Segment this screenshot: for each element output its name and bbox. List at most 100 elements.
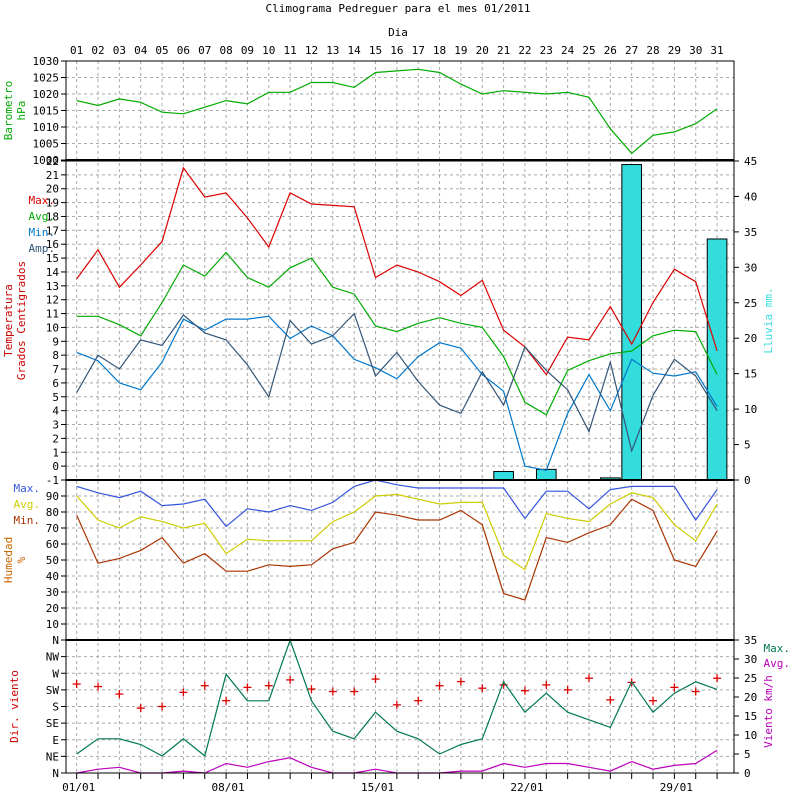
y-tick-label-humidity: 70 (46, 522, 59, 535)
day-label-04: 04 (134, 44, 148, 57)
y-tick-label-wind: NW (46, 651, 60, 664)
legend-humidity-avg: Avg. (14, 498, 41, 511)
y-tick-label-barometer: 1010 (33, 121, 60, 134)
y2-tick-label-temperature: 10 (744, 403, 757, 416)
y-tick-label-humidity: 20 (46, 602, 59, 615)
left-axis-label-temperature: Temperatura (2, 284, 15, 357)
y2-tick-label-wind: 10 (744, 729, 757, 742)
day-label-18: 18 (433, 44, 446, 57)
left-axis-label-humidity: Humedad (2, 537, 15, 583)
panel-frame-barometer (65, 60, 735, 161)
y-tick-label-temperature: 0 (52, 460, 59, 473)
y-tick-label-barometer: 1000 (33, 154, 60, 167)
day-label-06: 06 (177, 44, 190, 57)
y2-tick-label-temperature: 15 (744, 368, 757, 381)
y-tick-label-barometer: 1030 (33, 55, 60, 68)
y-tick-label-temperature: 19 (46, 197, 59, 210)
y-tick-label-temperature: 20 (46, 183, 59, 196)
series-line-humidity-hum_min (76, 498, 718, 601)
day-label-03: 03 (113, 44, 126, 57)
rain-bar (493, 470, 514, 481)
legend-wind-max: Max. (764, 642, 791, 655)
y-tick-label-temperature: 10 (46, 321, 59, 334)
y-tick-label-humidity: 60 (46, 538, 59, 551)
left-axis-label-temperature: Grados Centigrados (15, 261, 28, 380)
y-tick-label-wind: SE (46, 717, 59, 730)
day-label-24: 24 (561, 44, 575, 57)
chart-title: Climograma Pedreguer para el mes 01/2011 (266, 2, 531, 15)
y2-tick-label-wind: 30 (744, 653, 757, 666)
series-line-humidity-hum_avg (76, 492, 718, 571)
series-line-temperature-min (76, 315, 718, 471)
y2-tick-label-wind: 5 (744, 748, 751, 761)
left-axis-label-humidity: % (15, 556, 28, 563)
y2-tick-label-wind: 35 (744, 634, 757, 647)
left-axis-label-wind: Dir. viento (8, 670, 21, 743)
y2-tick-label-temperature: 25 (744, 297, 757, 310)
series-line-temperature-max_temp (76, 166, 718, 376)
day-label-02: 02 (91, 44, 104, 57)
y-tick-label-barometer: 1025 (33, 72, 60, 85)
y-tick-label-wind: S (52, 701, 59, 714)
y-tick-label-wind: SW (46, 684, 60, 697)
y-tick-label-temperature: 6 (52, 377, 59, 390)
y-tick-label-temperature: 21 (46, 169, 59, 182)
y2-tick-label-temperature: 0 (744, 474, 751, 487)
date-label-29-01: 29/01 (660, 781, 693, 794)
day-label-14: 14 (348, 44, 362, 57)
y2-tick-label-temperature: 40 (744, 190, 757, 203)
y-tick-label-temperature: 1 (52, 446, 59, 459)
legend-temperature-max: Max. (29, 194, 56, 207)
y2-tick-label-temperature: 35 (744, 226, 757, 239)
y-tick-label-temperature: 17 (46, 224, 59, 237)
top-x-axis-label: Dia (388, 26, 408, 39)
y-tick-label-temperature: 14 (46, 266, 60, 279)
y2-tick-label-wind: 0 (744, 767, 751, 780)
day-label-08: 08 (219, 44, 232, 57)
y-tick-label-humidity: 30 (46, 586, 59, 599)
y-tick-label-temperature: 4 (52, 405, 59, 418)
y-tick-label-temperature: 16 (46, 238, 59, 251)
day-label-10: 10 (262, 44, 275, 57)
legend-humidity-min: Min. (14, 514, 41, 527)
day-label-13: 13 (326, 44, 339, 57)
y-tick-label-temperature: 3 (52, 419, 59, 432)
series-line-humidity-hum_max (76, 479, 718, 528)
y-tick-label-wind: E (52, 734, 59, 747)
day-label-20: 20 (476, 44, 489, 57)
y-tick-label-temperature: 8 (52, 349, 59, 362)
y-tick-label-wind: N (52, 634, 59, 647)
legend-temperature-avg: Avg. (29, 210, 56, 223)
right-axis-label-wind: Viento km/h (762, 675, 775, 748)
legend-temperature-min: Min. (29, 226, 56, 239)
y-tick-label-barometer: 1015 (33, 105, 60, 118)
date-label-01-01: 01/01 (62, 781, 95, 794)
legend-humidity-max: Max. (14, 482, 41, 495)
y-tick-label-temperature: 22 (46, 155, 59, 168)
day-label-31: 31 (710, 44, 723, 57)
y-tick-label-humidity: 90 (46, 490, 59, 503)
y-tick-label-temperature: 18 (46, 210, 59, 223)
y2-tick-label-wind: 15 (744, 710, 757, 723)
y-tick-label-barometer: 1020 (33, 88, 60, 101)
y2-tick-label-temperature: 20 (744, 332, 757, 345)
day-label-19: 19 (454, 44, 467, 57)
day-label-16: 16 (390, 44, 403, 57)
day-label-07: 07 (198, 44, 211, 57)
day-label-28: 28 (646, 44, 659, 57)
day-label-30: 30 (689, 44, 702, 57)
y-tick-label-wind: NE (46, 750, 59, 763)
day-label-09: 09 (241, 44, 254, 57)
y-tick-label-humidity: 10 (46, 618, 59, 631)
y2-tick-label-temperature: 30 (744, 261, 757, 274)
y-tick-label-temperature: 5 (52, 391, 59, 404)
day-label-29: 29 (668, 44, 681, 57)
y-tick-label-wind: N (52, 767, 59, 780)
day-label-21: 21 (497, 44, 510, 57)
y-tick-label-temperature: 7 (52, 363, 59, 376)
y-tick-label-temperature: 15 (46, 252, 59, 265)
right-axis-label-rain: Lluvia mm. (762, 287, 775, 353)
y-tick-label-temperature: 2 (52, 432, 59, 445)
left-axis-label-barometer: hPa (15, 101, 28, 121)
